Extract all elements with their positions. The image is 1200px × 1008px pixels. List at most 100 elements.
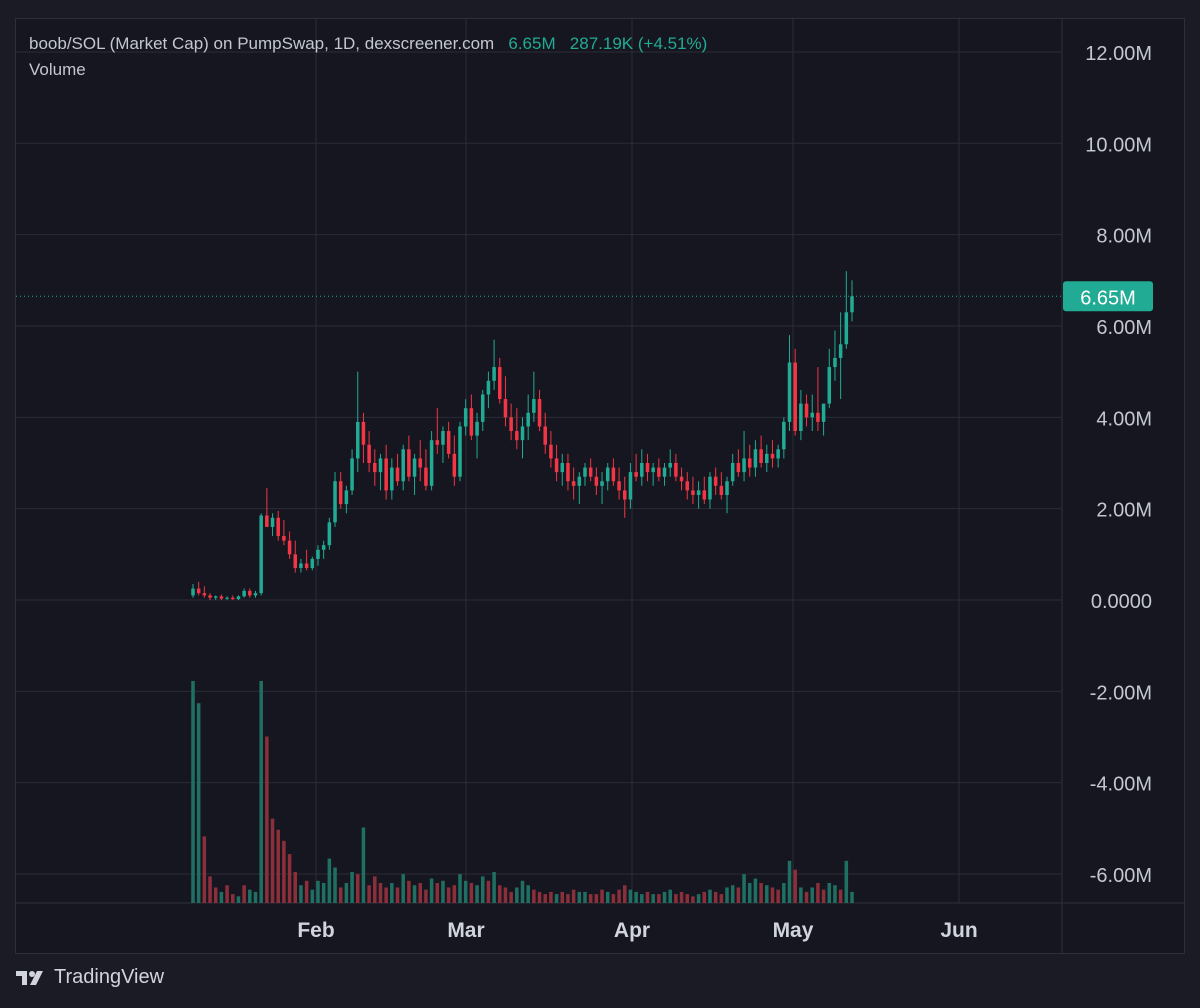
volume-bar [259, 681, 263, 903]
last-price-badge [1063, 281, 1153, 312]
volume-bar [458, 874, 462, 903]
volume-bar [270, 818, 275, 903]
candle-body [810, 412, 814, 418]
candle-body [838, 344, 843, 358]
candle-body [242, 590, 246, 597]
candle-body [316, 549, 320, 559]
candle-body [475, 421, 479, 436]
volume-bar [838, 889, 843, 903]
volume-bar [730, 885, 735, 903]
candle-body [674, 462, 678, 477]
volume-bar [566, 894, 570, 903]
candle-body [293, 554, 298, 569]
volume-bar [759, 883, 763, 903]
candle-body [532, 399, 536, 413]
candle-body [191, 588, 195, 596]
x-tick-label: Mar [447, 919, 484, 942]
candle-body [793, 362, 797, 432]
volume-bar [418, 883, 423, 903]
volume-bar [782, 883, 786, 903]
candle-body [259, 515, 263, 594]
candle-body [850, 296, 854, 313]
volume-bar [498, 885, 502, 903]
candle-body [350, 458, 354, 491]
candle-body [799, 403, 803, 432]
volume-bar [787, 860, 792, 903]
candle-body [287, 540, 292, 555]
tradingview-brand[interactable]: TradingView [16, 966, 164, 989]
volume-bar [225, 885, 229, 903]
candle-body [503, 399, 508, 418]
volume-bar [469, 883, 474, 903]
volume-bar [640, 894, 644, 903]
candle-body [441, 431, 445, 445]
volume-bar [588, 894, 593, 903]
volume-bar [554, 894, 559, 903]
volume-bar [390, 883, 394, 903]
candle-body [282, 536, 286, 541]
candle-body [333, 481, 337, 523]
volume-bar [446, 887, 451, 903]
volume-bar [299, 885, 303, 903]
candle-body [219, 596, 224, 599]
volume-bar [702, 891, 707, 903]
volume-bar [799, 887, 803, 903]
candle-body [196, 588, 201, 594]
volume-bar [310, 889, 315, 903]
candle-body [208, 595, 212, 598]
last-price-label: 6.65M [1080, 287, 1136, 309]
candle-body [725, 481, 729, 495]
y-tick-label: 12.00M [1085, 43, 1152, 65]
candle-body [344, 490, 349, 505]
candle-body [395, 467, 400, 482]
volume-bar [242, 885, 246, 903]
volume-bar [219, 891, 224, 903]
candle-body [515, 431, 519, 441]
volume-bar [736, 887, 741, 903]
candle-body [657, 467, 661, 477]
candle-body [458, 426, 462, 477]
volume-bar [452, 885, 457, 903]
candle-body [651, 467, 655, 473]
candle-body [554, 458, 559, 473]
candle-body [719, 485, 724, 495]
legend-last-value: 6.65M [508, 34, 556, 53]
legend-title: boob/SOL (Market Cap) on PumpSwap, 1D, d… [29, 34, 495, 53]
candle-body [804, 403, 809, 418]
volume-bar [583, 891, 587, 903]
candle-body [418, 458, 423, 468]
volume-bar [816, 883, 820, 903]
candle-body [480, 394, 485, 422]
volume-bar [395, 887, 400, 903]
x-tick-label: Jun [940, 919, 977, 942]
volume-bar [463, 880, 468, 903]
candle-body [747, 458, 752, 468]
candle-body [605, 467, 610, 482]
candle-body [498, 367, 502, 400]
volume-bar [429, 878, 434, 903]
volume-bar [594, 894, 599, 903]
candle-body [338, 481, 343, 505]
candle-body [446, 431, 451, 454]
volume-bar [282, 840, 286, 903]
volume-bar [605, 891, 610, 903]
y-tick-label: 2.00M [1096, 500, 1152, 522]
candle-body [708, 476, 712, 500]
volume-bar [713, 891, 718, 903]
candle-body [776, 449, 780, 459]
volume-bar [742, 874, 746, 903]
volume-bar [765, 885, 769, 903]
candle-body [662, 467, 667, 477]
candle-body [560, 462, 565, 473]
candle-body [770, 453, 775, 459]
candle-body [367, 444, 371, 463]
candle-body [787, 362, 792, 422]
candle-body [816, 412, 820, 422]
candle-body [520, 426, 525, 441]
volume-bar [265, 736, 269, 903]
candle-body [668, 462, 672, 468]
volume-bar [321, 883, 326, 903]
candle-body [611, 467, 616, 482]
volume-bar [833, 885, 837, 903]
